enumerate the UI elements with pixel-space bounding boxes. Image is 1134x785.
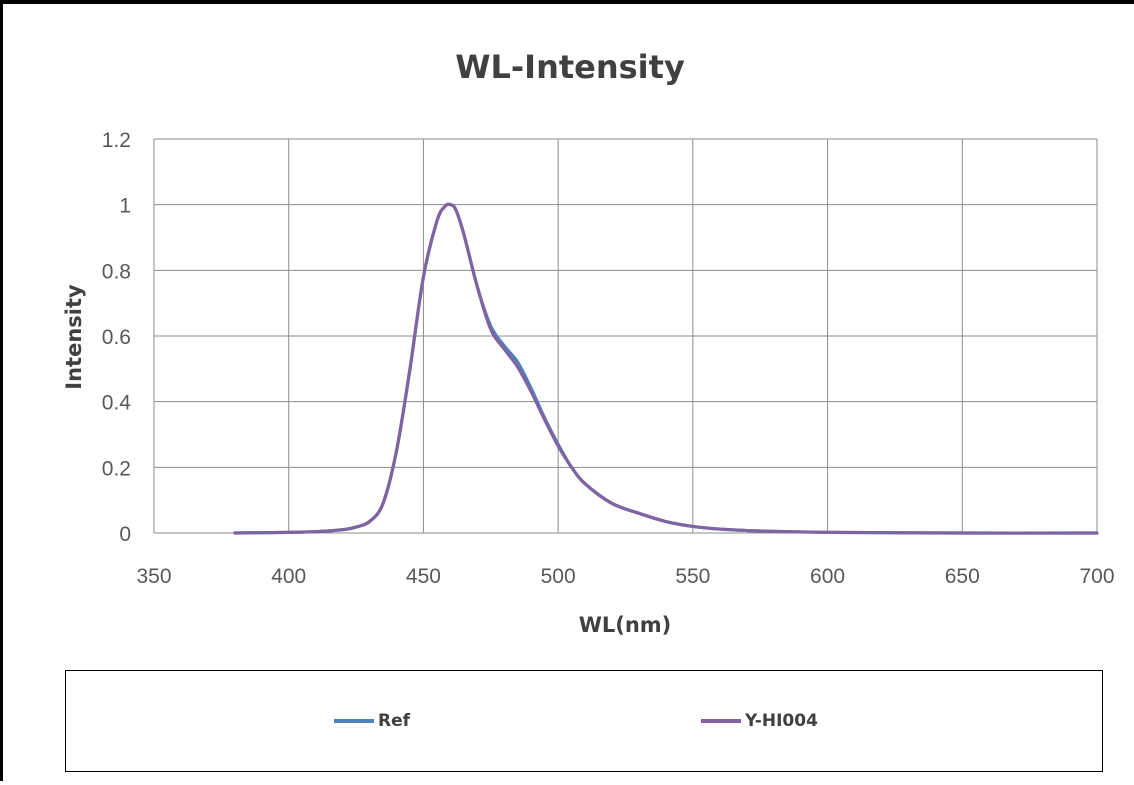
y-tick-label: 0.2 <box>102 457 131 480</box>
legend-swatch-ref <box>334 719 374 723</box>
y-tick-label: 0.6 <box>102 326 131 349</box>
chart-title: WL-Intensity <box>455 48 685 86</box>
x-tick-label: 550 <box>675 565 710 588</box>
x-tick-label: 600 <box>810 565 845 588</box>
series-line-ref <box>233 202 1099 535</box>
y-axis-title: Intensity <box>62 284 86 390</box>
y-tick-label: 0.8 <box>102 260 131 283</box>
x-tick-label: 500 <box>541 565 576 588</box>
legend-item-y-hi004: Y-HI004 <box>701 711 818 731</box>
grid-lines <box>153 138 1098 534</box>
y-tick-label: 0.4 <box>102 392 132 415</box>
legend-label-ref: Ref <box>378 711 411 731</box>
y-tick-label: 0 <box>119 523 131 546</box>
x-tick-label: 700 <box>1079 565 1114 588</box>
x-tick-label: 650 <box>945 565 980 588</box>
plot-area: 350 400 450 500 550 600 650 700 0 0.2 0.4 0.6 0.8 1 1.… <box>62 129 1115 637</box>
legend-label-y-hi004: Y-HI004 <box>745 711 818 731</box>
x-tick-label: 400 <box>271 565 306 588</box>
y-tick-label: 1 <box>119 195 131 218</box>
x-tick-label: 350 <box>136 565 171 588</box>
legend-swatch-y-hi004 <box>701 719 741 723</box>
x-tick-label: 450 <box>406 565 441 588</box>
legend: Ref Y-HI004 <box>65 670 1103 772</box>
series-line-y-hi004 <box>233 202 1099 535</box>
legend-item-ref: Ref <box>334 711 410 731</box>
x-axis-title: WL(nm) <box>579 613 672 637</box>
series-lines <box>233 202 1099 535</box>
y-tick-label: 1.2 <box>102 129 131 152</box>
tick-labels: 350 400 450 500 550 600 650 700 0 0.2 0.4 0.6 0.8 1 1.… <box>102 129 1115 588</box>
